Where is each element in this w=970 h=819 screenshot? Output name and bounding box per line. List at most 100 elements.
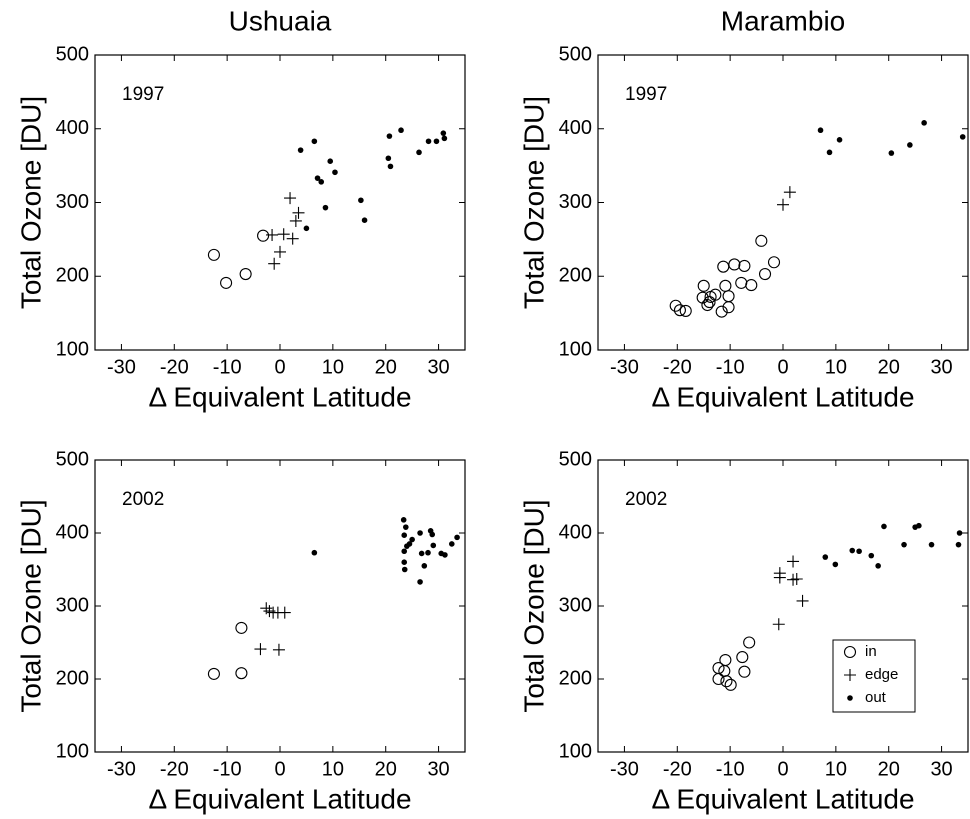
x-tick-label: -10	[716, 356, 745, 378]
y-tick-label: 400	[559, 521, 592, 543]
marker-out	[429, 531, 436, 538]
marker-out	[401, 548, 408, 555]
y-tick-label: 100	[559, 338, 592, 360]
x-tick-label: 30	[930, 356, 952, 378]
marker-out	[875, 563, 881, 569]
x-tick-label: 10	[825, 356, 847, 378]
legend-label: out	[865, 689, 887, 706]
marker-edge	[260, 602, 273, 615]
marker-in	[235, 667, 248, 680]
x-tick-label: 0	[274, 758, 285, 780]
y-tick-label: 200	[559, 265, 592, 287]
marker-out	[832, 561, 839, 568]
marker-out	[417, 579, 423, 585]
year-annotation: 2002	[625, 489, 667, 510]
y-tick-label: 500	[56, 43, 89, 65]
marker-in	[722, 301, 735, 314]
marker-out	[901, 541, 907, 548]
panel-title: Ushuaia	[229, 5, 332, 36]
y-tick-label: 400	[56, 117, 89, 139]
x-axis-label: Δ Equivalent Latitude	[651, 783, 914, 814]
y-tick-label: 300	[56, 594, 89, 616]
y-axis-label: Total Ozone [DU]	[518, 96, 549, 309]
marker-in	[703, 296, 716, 309]
marker-in	[712, 672, 725, 686]
x-tick-label: -10	[213, 356, 242, 378]
marker-in	[715, 305, 728, 318]
x-tick-label: 30	[930, 758, 952, 780]
year-annotation: 1997	[122, 84, 164, 105]
panel: -30 -20 -10 0 10 20 30 100 200 300 400 500 2002 Δ Equ…	[518, 448, 969, 814]
marker-out	[881, 523, 887, 530]
marker-out	[888, 150, 895, 156]
x-tick-label: -10	[213, 758, 242, 780]
marker-out	[836, 137, 843, 143]
marker-out	[401, 566, 408, 573]
marker-edge	[268, 257, 281, 270]
marker-out	[849, 547, 856, 554]
marker-out	[847, 695, 853, 701]
marker-edge	[286, 232, 299, 245]
x-tick-label: -30	[610, 758, 639, 780]
marker-out	[401, 559, 408, 565]
marker-out	[327, 158, 334, 164]
marker-edge	[796, 594, 809, 607]
marker-out	[400, 517, 407, 523]
marker-out	[314, 175, 321, 181]
marker-out	[959, 134, 966, 140]
marker-in	[755, 234, 768, 247]
marker-out	[387, 163, 394, 170]
marker-out	[361, 217, 368, 223]
marker-edge	[254, 643, 267, 656]
marker-out	[398, 127, 404, 134]
marker-out	[406, 541, 413, 547]
marker-out	[868, 552, 875, 559]
marker-edge	[274, 245, 286, 258]
marker-in	[257, 229, 270, 242]
y-tick-label: 200	[559, 667, 592, 689]
y-tick-label: 100	[56, 740, 89, 762]
marker-in	[235, 621, 248, 634]
x-tick-label: 20	[375, 758, 397, 780]
marker-out	[441, 135, 448, 142]
marker-out	[416, 149, 422, 156]
marker-edge	[772, 618, 785, 631]
marker-out	[311, 549, 318, 556]
marker-out	[916, 522, 922, 529]
y-tick-label: 300	[559, 594, 592, 616]
marker-in	[745, 279, 758, 292]
marker-edge	[292, 206, 305, 219]
marker-out	[921, 120, 927, 126]
marker-in	[767, 256, 781, 269]
marker-in	[220, 276, 233, 289]
x-tick-label: -30	[610, 356, 639, 378]
marker-out	[425, 549, 431, 556]
marker-edge	[783, 186, 796, 199]
marker-in	[843, 645, 857, 659]
y-tick-label: 300	[559, 191, 592, 213]
x-tick-label: 30	[427, 758, 449, 780]
y-tick-label: 200	[56, 265, 89, 287]
x-tick-label: 10	[322, 758, 344, 780]
marker-in	[669, 299, 682, 312]
marker-out	[297, 147, 304, 153]
marker-in	[717, 260, 730, 273]
x-tick-label: 0	[777, 758, 788, 780]
panel: -30 -20 -10 0 10 20 30 100 200 300 400 500 Marambio 1…	[518, 5, 969, 412]
marker-in	[719, 653, 732, 667]
marker-out	[955, 541, 962, 548]
marker-out	[332, 169, 338, 176]
x-tick-label: 0	[777, 356, 788, 378]
y-tick-label: 400	[559, 117, 592, 139]
marker-edge	[284, 192, 297, 205]
marker-out	[358, 197, 364, 204]
marker-in	[720, 675, 733, 688]
x-axis-label: Δ Equivalent Latitude	[148, 783, 411, 814]
marker-in	[728, 258, 741, 271]
marker-out	[433, 138, 440, 145]
marker-out	[417, 530, 423, 536]
y-tick-label: 400	[56, 521, 89, 543]
marker-edge	[272, 643, 285, 656]
marker-out	[403, 524, 409, 530]
marker-edge	[277, 228, 290, 241]
